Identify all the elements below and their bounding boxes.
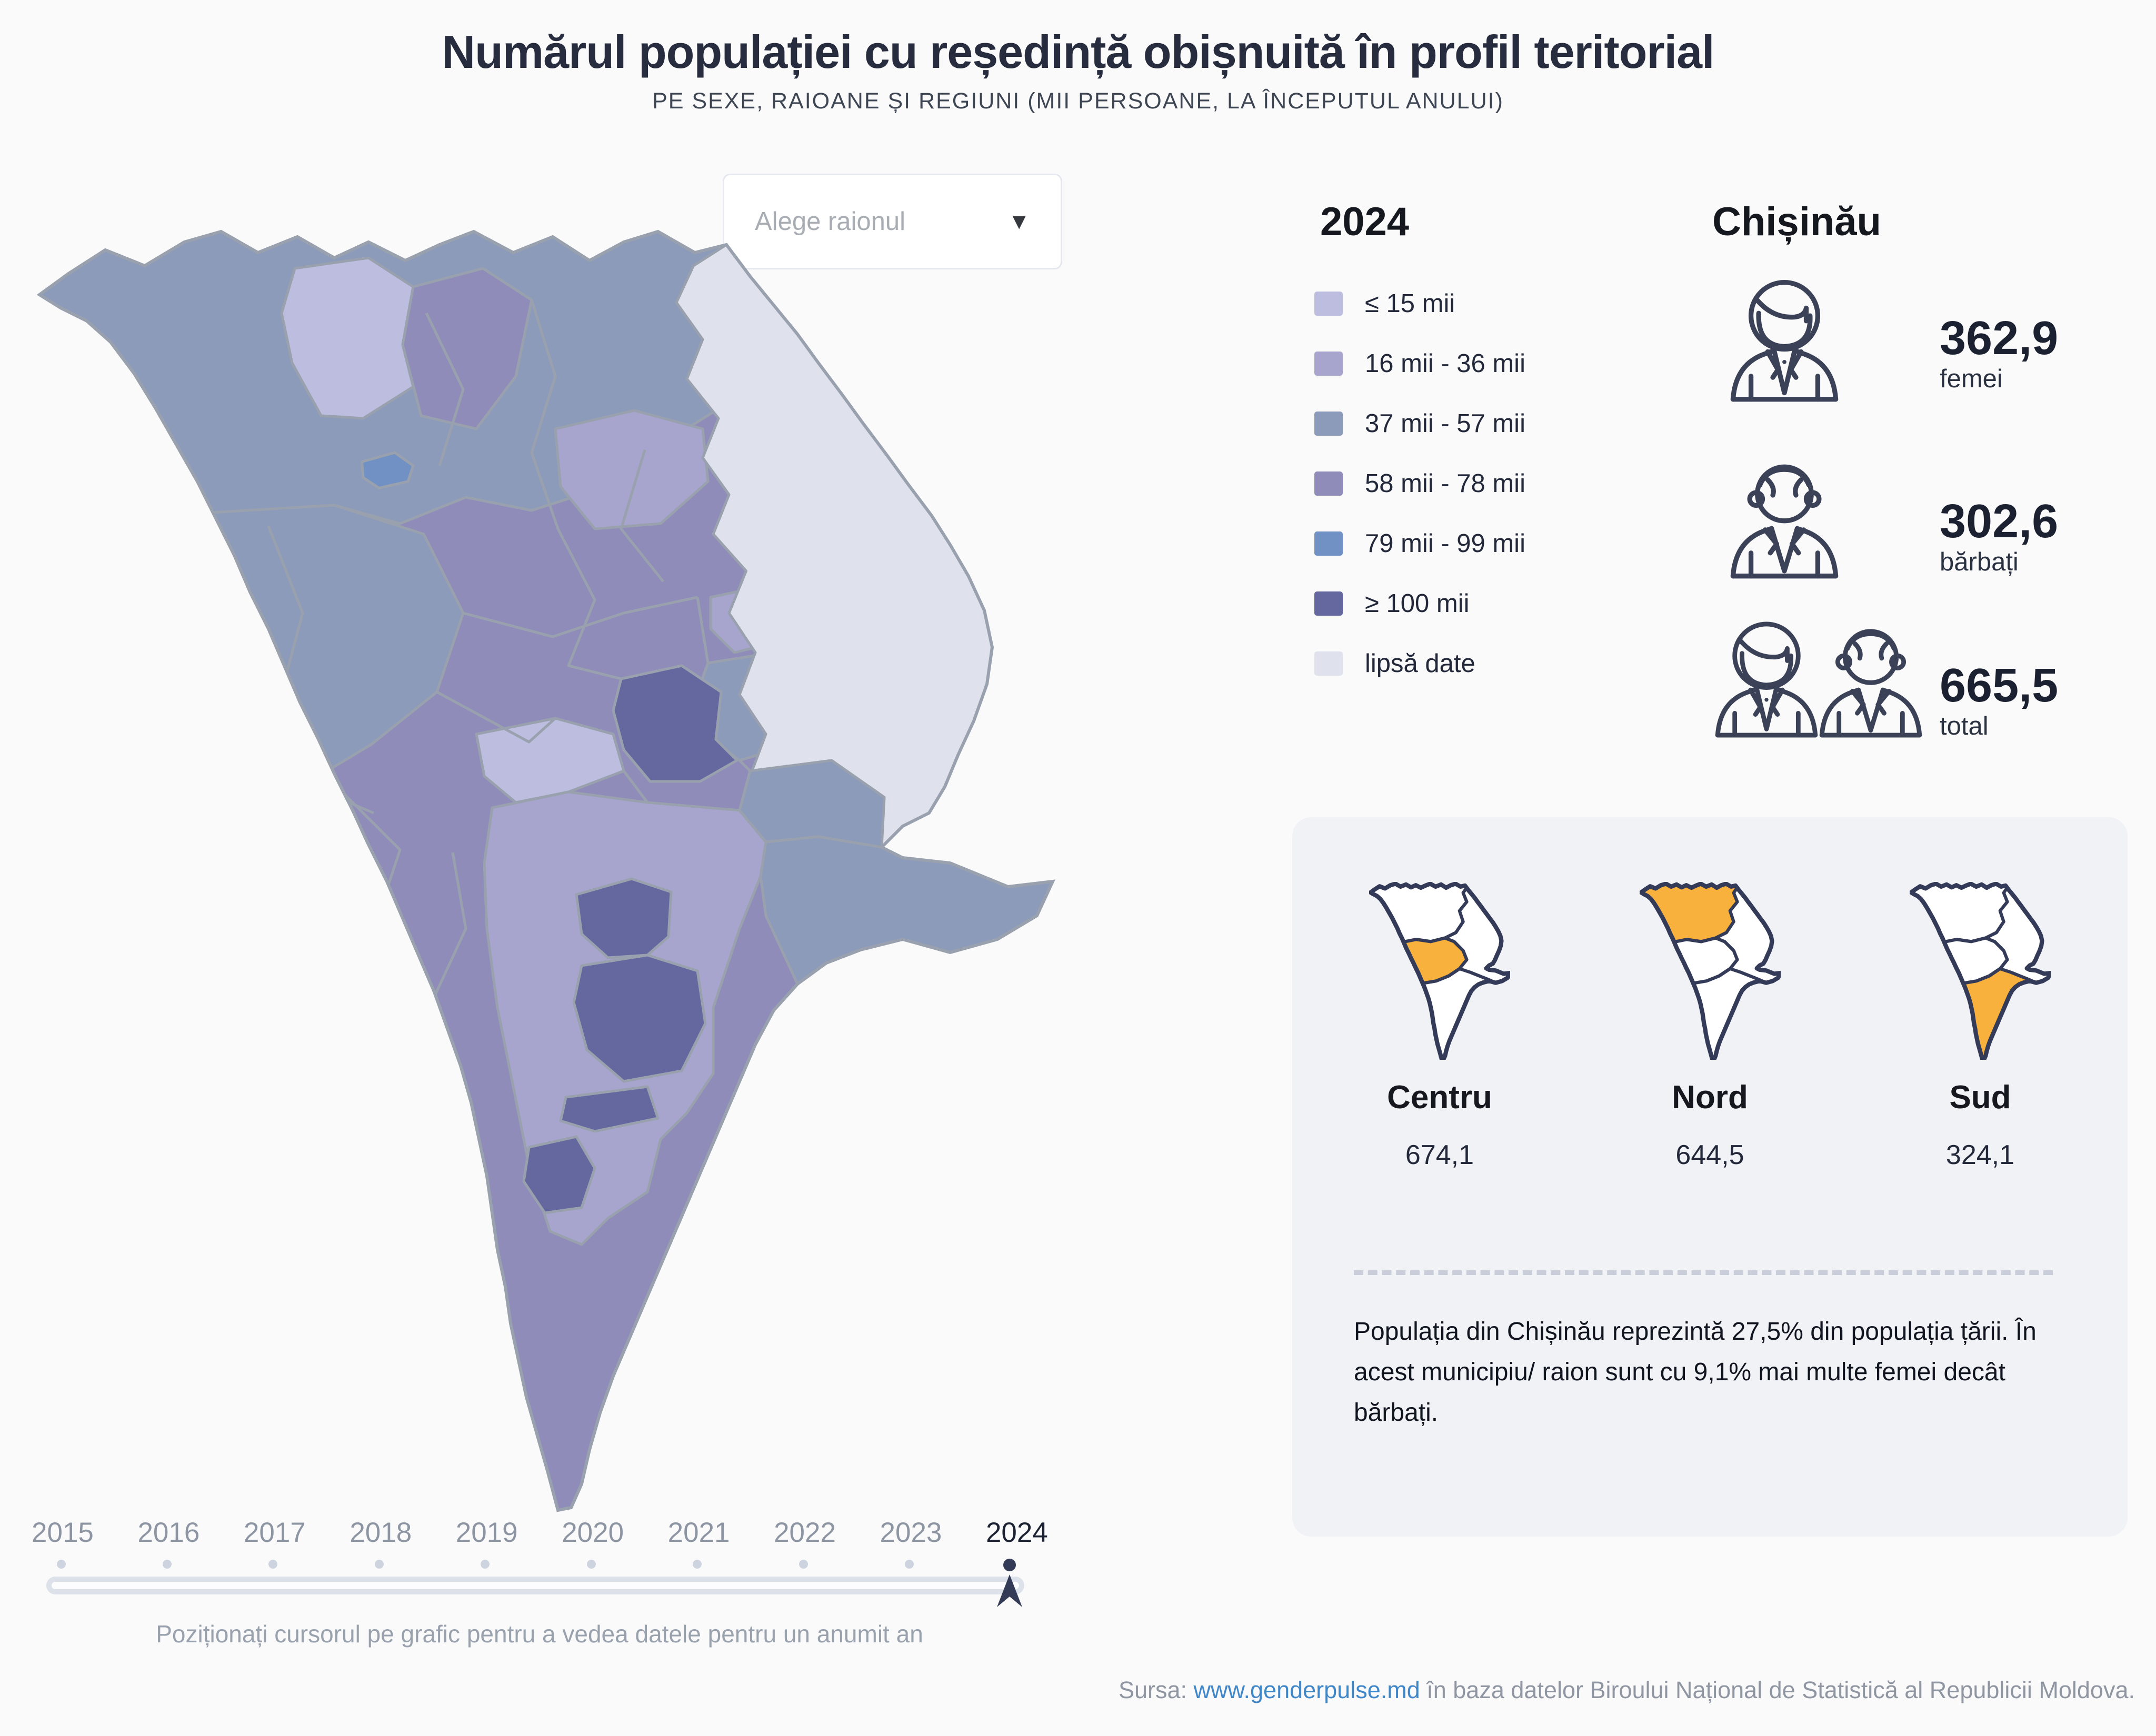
legend-item: 58 mii - 78 mii [1314, 454, 1525, 514]
stat-femei-value: 362,9 [1940, 312, 2059, 365]
year-label[interactable]: 2016 [137, 1517, 200, 1548]
timeline-track[interactable] [46, 1577, 1024, 1594]
woman-icon [1720, 275, 1849, 403]
year-label[interactable]: 2022 [774, 1517, 836, 1548]
year-label[interactable]: 2023 [880, 1517, 942, 1548]
year-tick[interactable] [244, 1560, 303, 1569]
district-balti-79-99[interactable] [361, 451, 415, 489]
district-chisinau-100plus[interactable] [612, 664, 738, 783]
stat-barbati-label: bărbați [1940, 548, 2019, 576]
year-tick[interactable] [137, 1560, 196, 1569]
year-label[interactable]: 2021 [667, 1517, 730, 1548]
stat-total-value: 665,5 [1940, 659, 2059, 712]
stat-total-label: total [1940, 712, 1989, 740]
region-value: 674,1 [1405, 1140, 1474, 1170]
legend-swatch [1314, 531, 1343, 556]
year-label[interactable]: 2017 [243, 1517, 306, 1548]
year-tick[interactable] [456, 1560, 515, 1569]
legend-swatch [1314, 591, 1343, 616]
region-value: 644,5 [1675, 1140, 1744, 1170]
timeline-years: 2015 2016 2017 2018 2019 2020 2021 2022 … [32, 1517, 1048, 1549]
district-soroca[interactable] [401, 267, 533, 430]
page-title: Numărul populației cu reședință obișnuit… [442, 26, 1715, 78]
district-select-placeholder: Alege raionul [755, 207, 906, 236]
man-icon [1720, 451, 1849, 580]
moldova-choropleth-map[interactable] [29, 218, 1055, 1513]
year-tick[interactable] [774, 1560, 833, 1569]
legend-item: ≥ 100 mii [1314, 574, 1525, 634]
slider-hint: Poziționați cursorul pe grafic pentru a … [156, 1620, 923, 1648]
district-gagauzia-north[interactable] [575, 877, 673, 959]
year-label-selected[interactable]: 2024 [985, 1517, 1048, 1548]
legend-item: ≤ 15 mii [1314, 274, 1525, 334]
district-gagauzia-strip[interactable] [559, 1085, 660, 1133]
region-name: Centru [1387, 1079, 1492, 1116]
district-hincesti-light[interactable] [475, 717, 625, 804]
map-legend: ≤ 15 mii 16 mii - 36 mii 37 mii - 57 mii… [1314, 274, 1525, 694]
year-tick[interactable] [350, 1560, 408, 1569]
district-gagauzia-main[interactable] [572, 954, 707, 1083]
legend-swatch [1314, 292, 1343, 316]
legend-item: lipsă date [1314, 634, 1525, 694]
region-minimaps: Centru 674,1 Nord 644,5 Sud 324,1 [1313, 882, 2107, 1171]
legend-item: 79 mii - 99 mii [1314, 514, 1525, 574]
region-value: 324,1 [1945, 1140, 2015, 1170]
minimap-centru [1369, 882, 1510, 1060]
district-floresti-lavender[interactable] [554, 409, 710, 530]
region-centru: Centru 674,1 [1313, 882, 1566, 1171]
year-label[interactable]: 2019 [455, 1517, 518, 1548]
chevron-down-icon: ▼ [1008, 209, 1030, 234]
source-link[interactable]: www.genderpulse.md [1193, 1677, 1420, 1703]
legend-swatch [1314, 352, 1343, 376]
region-nord: Nord 644,5 [1584, 882, 1836, 1171]
source-line: Sursa: www.genderpulse.md în baza datelo… [1118, 1677, 2135, 1703]
district-vulcanesti[interactable] [522, 1135, 596, 1215]
legend-item: 37 mii - 57 mii [1314, 394, 1525, 454]
dashed-divider [1354, 1270, 2053, 1275]
timeline-slider-handle[interactable] [992, 1554, 1027, 1612]
legend-swatch [1314, 412, 1343, 436]
district-dondoseni-light[interactable] [280, 256, 415, 420]
year-tick[interactable] [880, 1560, 939, 1569]
focus-region-title: Chișinău [1712, 199, 1881, 244]
district-select[interactable]: Alege raionul ▼ [723, 174, 1062, 269]
minimap-sud [1910, 882, 2051, 1060]
year-tick[interactable] [562, 1560, 621, 1569]
insight-note: Populația din Chișinău reprezintă 27,5% … [1354, 1318, 2037, 1427]
stat-femei-label: femei [1940, 365, 2003, 393]
year-tick[interactable] [32, 1560, 91, 1569]
legend-swatch [1314, 471, 1343, 496]
year-label[interactable]: 2020 [562, 1517, 624, 1548]
year-tick[interactable] [668, 1560, 727, 1569]
region-name: Sud [1949, 1079, 2011, 1116]
region-name: Nord [1672, 1079, 1748, 1116]
year-label[interactable]: 2018 [350, 1517, 412, 1548]
legend-swatch [1314, 651, 1343, 676]
legend-item: 16 mii - 36 mii [1314, 334, 1525, 394]
legend-year: 2024 [1320, 199, 1410, 244]
timeline-ticks [32, 1560, 1045, 1569]
man-icon [1810, 617, 1932, 739]
region-sud: Sud 324,1 [1854, 882, 2107, 1171]
minimap-nord [1640, 882, 1781, 1060]
year-label[interactable]: 2015 [32, 1517, 94, 1548]
page-subtitle: PE SEXE, RAIOANE ȘI REGIUNI (MII PERSOAN… [652, 88, 1504, 114]
stat-barbati-value: 302,6 [1940, 495, 2059, 548]
